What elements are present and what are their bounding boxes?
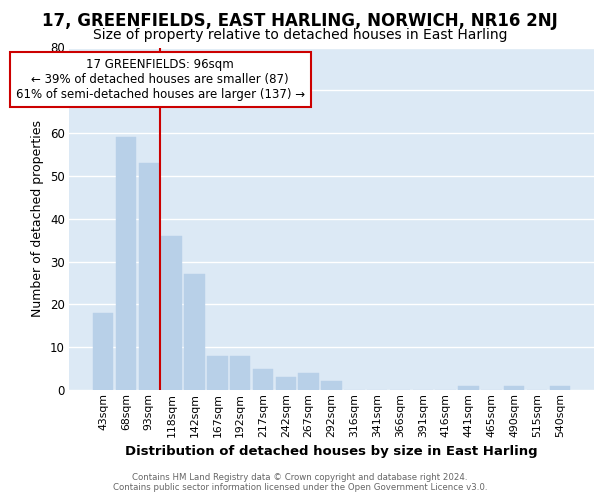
Bar bbox=[458, 386, 479, 390]
Bar bbox=[504, 386, 524, 390]
Bar bbox=[116, 138, 136, 390]
Bar bbox=[139, 163, 159, 390]
Bar bbox=[184, 274, 205, 390]
Bar bbox=[275, 377, 296, 390]
Text: Size of property relative to detached houses in East Harling: Size of property relative to detached ho… bbox=[93, 28, 507, 42]
Bar bbox=[207, 356, 227, 390]
Bar bbox=[161, 236, 182, 390]
Bar bbox=[253, 368, 273, 390]
Bar bbox=[298, 373, 319, 390]
Text: 17 GREENFIELDS: 96sqm
← 39% of detached houses are smaller (87)
61% of semi-deta: 17 GREENFIELDS: 96sqm ← 39% of detached … bbox=[16, 58, 305, 101]
Bar bbox=[230, 356, 250, 390]
Bar bbox=[550, 386, 570, 390]
X-axis label: Distribution of detached houses by size in East Harling: Distribution of detached houses by size … bbox=[125, 445, 538, 458]
Bar bbox=[93, 313, 113, 390]
Y-axis label: Number of detached properties: Number of detached properties bbox=[31, 120, 44, 318]
Bar bbox=[321, 382, 342, 390]
Text: Contains HM Land Registry data © Crown copyright and database right 2024.
Contai: Contains HM Land Registry data © Crown c… bbox=[113, 473, 487, 492]
Text: 17, GREENFIELDS, EAST HARLING, NORWICH, NR16 2NJ: 17, GREENFIELDS, EAST HARLING, NORWICH, … bbox=[42, 12, 558, 30]
